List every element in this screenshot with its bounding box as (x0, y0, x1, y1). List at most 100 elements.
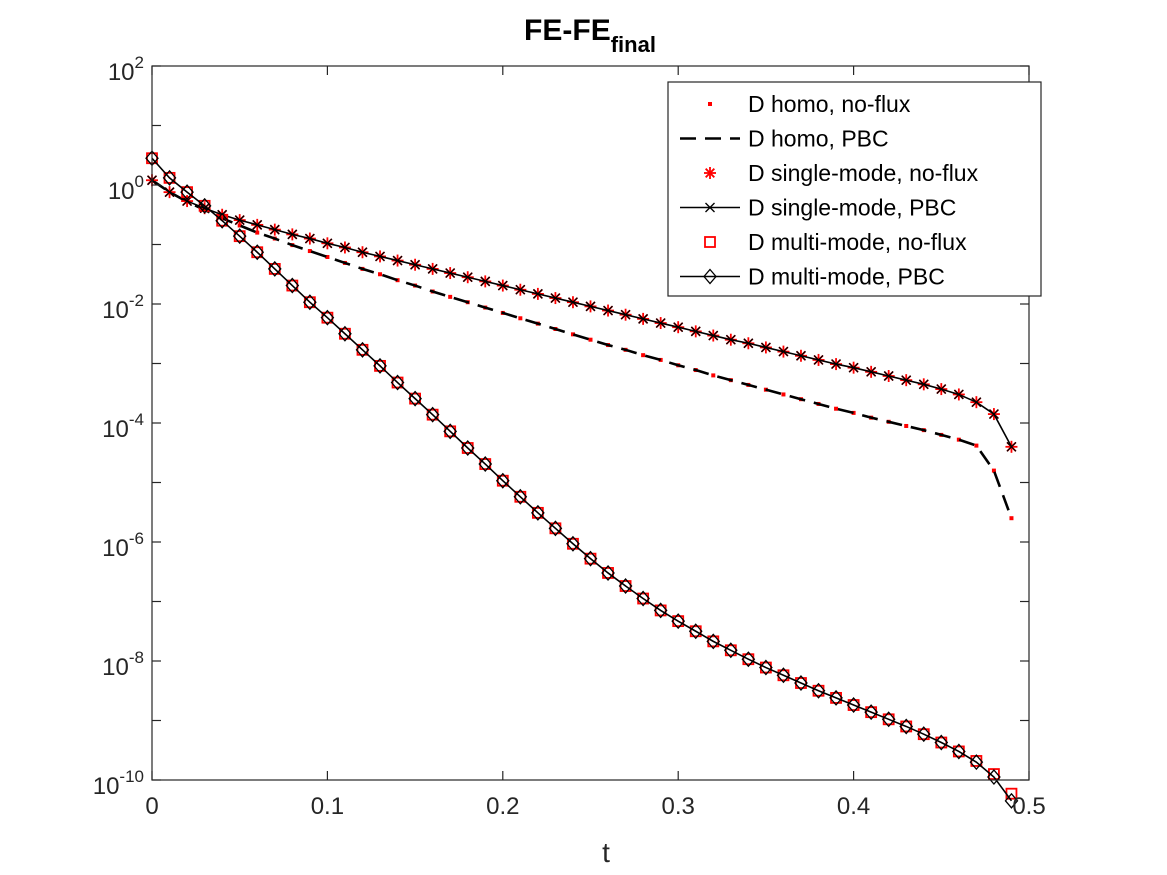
data-point (725, 334, 736, 345)
data-point (570, 332, 575, 337)
data-point (287, 229, 298, 240)
legend-marker (704, 167, 716, 179)
data-point (514, 490, 527, 503)
data-point (831, 359, 842, 370)
data-point (215, 212, 230, 229)
legend-entry: D single-mode, no-flux (704, 160, 979, 186)
x-tick-label: 0.4 (837, 793, 870, 820)
legend-label: D multi-mode, no-flux (748, 229, 967, 255)
data-point (829, 689, 843, 706)
data-point (426, 408, 439, 421)
legend-entry: D homo, no-flux (708, 91, 911, 117)
legend-entry: D homo, PBC (680, 126, 889, 152)
data-point (374, 359, 386, 372)
chart-title-main: FE-FE (524, 14, 611, 47)
y-tick-label: 10-6 (102, 529, 144, 562)
data-point (392, 255, 403, 266)
legend-entry: D single-mode, PBC (680, 195, 956, 221)
data-point (671, 613, 686, 630)
data-point (969, 754, 984, 771)
data-point (531, 504, 545, 521)
data-point (864, 704, 878, 721)
data-point (548, 520, 563, 537)
data-point (1004, 792, 1019, 809)
legend-box (667, 81, 1042, 297)
series-d-homo-pbc (151, 179, 1013, 519)
data-point (496, 474, 509, 487)
legend-entry: D multi-mode, no-flux (704, 229, 967, 255)
data-point (163, 171, 176, 184)
chart-title-subscript: final (611, 32, 656, 57)
x-tick-label: 0.5 (1012, 793, 1045, 820)
data-point (162, 169, 177, 186)
chart-title: FE-FEfinal (524, 14, 656, 57)
series-d-multi-mode-no-flux (146, 152, 1018, 800)
data-point (549, 522, 562, 535)
data-point (356, 343, 369, 356)
data-point (180, 184, 194, 201)
data-point (255, 230, 260, 235)
data-point (355, 341, 370, 358)
data-point (585, 301, 596, 312)
legend-label: D single-mode, PBC (748, 195, 956, 221)
data-point (707, 635, 720, 648)
data-point (339, 242, 350, 253)
legend-label: D homo, PBC (748, 126, 889, 152)
data-point (603, 305, 613, 316)
data-point (325, 254, 330, 259)
data-point (760, 342, 771, 353)
data-point (286, 279, 299, 292)
data-point (602, 567, 614, 579)
data-point (953, 389, 964, 400)
data-point (518, 316, 523, 321)
data-point (673, 322, 684, 333)
data-point (781, 392, 786, 397)
data-point (655, 318, 666, 328)
data-point (688, 623, 703, 640)
data-point (462, 272, 473, 283)
data-point (425, 406, 440, 423)
data-point (445, 268, 456, 279)
data-point (497, 280, 508, 291)
data-point (566, 535, 580, 552)
data-point (742, 653, 755, 666)
data-point (724, 644, 737, 657)
series-layer (145, 150, 1019, 809)
data-point (796, 350, 806, 361)
y-tick-label: 102 (108, 53, 144, 86)
data-point (637, 592, 650, 605)
data-point (479, 458, 492, 470)
data-point (795, 677, 807, 689)
data-point (848, 362, 859, 373)
y-tick-label: 100 (108, 172, 144, 205)
data-point (991, 468, 996, 473)
x-tick-label: 0.2 (486, 793, 519, 820)
data-point (583, 550, 598, 567)
data-point (847, 699, 860, 711)
data-point (444, 425, 457, 438)
data-point (269, 224, 280, 235)
data-point (409, 392, 422, 405)
data-point (251, 246, 264, 259)
data-point (567, 537, 579, 550)
data-point (987, 769, 1001, 786)
data-point (883, 371, 894, 381)
data-point (620, 309, 631, 320)
data-point (408, 390, 422, 407)
data-point (851, 410, 856, 415)
data-point (216, 214, 229, 227)
data-point (759, 659, 773, 676)
x-axis-label: t (602, 837, 610, 868)
data-point (812, 684, 825, 697)
data-point (232, 228, 247, 245)
y-tick-label: 10-2 (102, 291, 144, 324)
data-point (917, 728, 930, 741)
data-point (478, 456, 493, 473)
data-point (250, 244, 265, 261)
legend-label: D homo, no-flux (748, 91, 911, 117)
data-point (708, 330, 719, 341)
data-point (303, 296, 316, 309)
data-point (653, 602, 668, 619)
data-point (778, 346, 789, 357)
